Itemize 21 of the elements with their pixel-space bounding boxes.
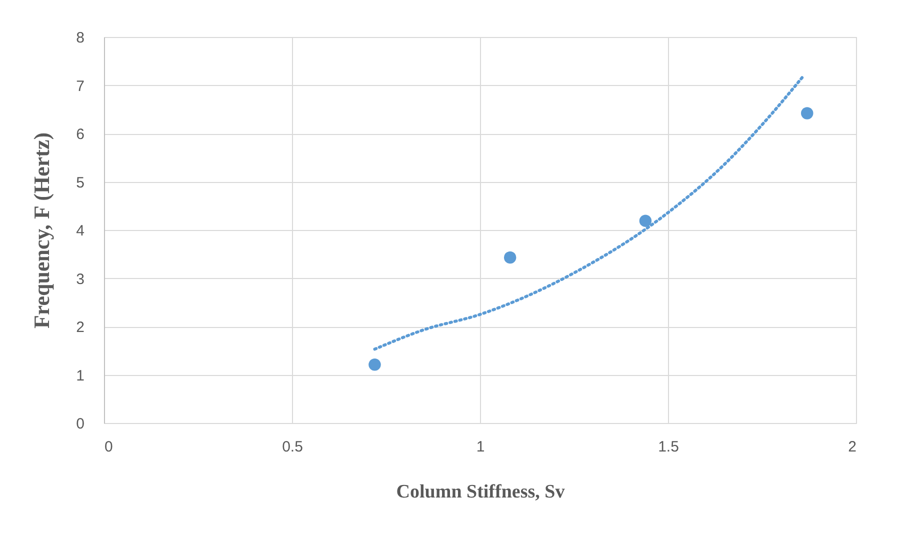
point [800, 107, 814, 120]
point [504, 251, 516, 264]
y-tick-label: 1 [76, 367, 84, 384]
y-tick-label: 8 [76, 30, 84, 46]
x-tick-label: 1.5 [658, 438, 679, 456]
point [368, 358, 381, 371]
y-tick-label: 2 [76, 319, 84, 336]
y-tick-label: 5 [76, 174, 84, 192]
line-series [373, 74, 805, 351]
x-tick-label: 1 [476, 438, 485, 456]
point [639, 214, 652, 227]
y-tick-label: 7 [76, 78, 84, 95]
x-tick-label: 2 [848, 438, 856, 456]
x-tick-label: 0.5 [282, 438, 303, 456]
y-tick-label: 3 [76, 270, 84, 288]
y-tick-label: 0 [76, 416, 84, 432]
y-tick-label: 6 [76, 126, 84, 143]
x-tick-label: 0 [104, 438, 113, 456]
y-axis-title: Frequency, F (Hertz) [29, 132, 54, 329]
y-tick-label: 4 [76, 222, 84, 240]
x-axis-title: Column Stiffness, Sv [396, 482, 566, 502]
